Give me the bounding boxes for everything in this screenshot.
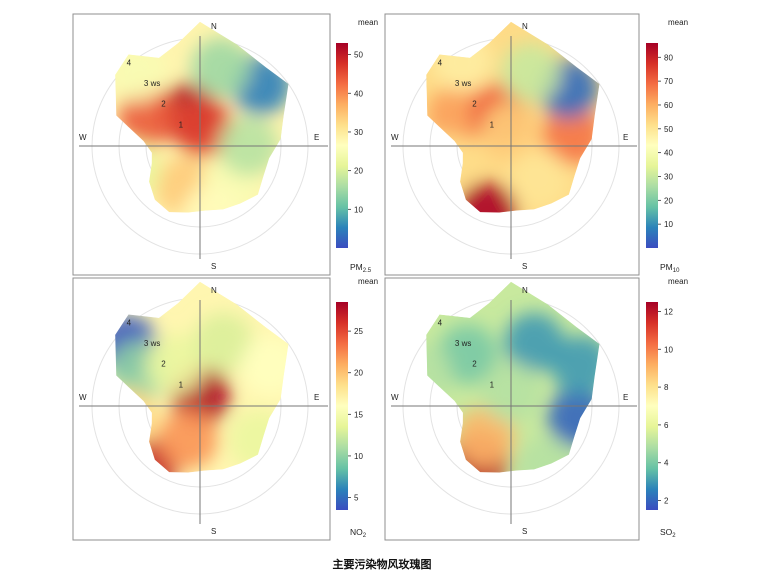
legend-tick-label: 10 <box>664 345 673 354</box>
legend-tick-label: 70 <box>664 77 673 86</box>
direction-label-west: W <box>391 393 399 402</box>
panel-no2: N E S W 1 2 3 ws 4 mean 5 10 15 20 25 NO2 <box>72 277 378 541</box>
pollutant-label: SO2 <box>660 527 676 539</box>
pollutant-label: NO2 <box>350 527 367 539</box>
legend-tick-label: 80 <box>664 53 673 62</box>
ring-label-2: 2 <box>472 360 477 369</box>
legend-tick-label: 20 <box>664 196 673 205</box>
legend-tick-label: 5 <box>354 494 359 503</box>
legend-tick-label: 12 <box>664 307 673 316</box>
legend-title: mean <box>668 18 688 27</box>
hotspot-7 <box>500 42 561 103</box>
pollutant-label: PM2.5 <box>350 262 372 274</box>
legend-title: mean <box>668 277 688 286</box>
ring-label-2: 2 <box>161 360 166 369</box>
ring-label-1: 1 <box>179 380 184 389</box>
ring-label-3: 3 ws <box>144 339 160 348</box>
ring-label-4: 4 <box>438 318 443 327</box>
legend-tick-label: 40 <box>664 149 673 158</box>
ring-label-1: 1 <box>490 380 495 389</box>
direction-label-west: W <box>79 133 87 142</box>
ring-label-4: 4 <box>127 58 132 67</box>
direction-label-east: E <box>314 133 319 142</box>
direction-label-north: N <box>211 22 217 31</box>
hotspot-1 <box>454 407 515 468</box>
direction-label-south: S <box>211 527 216 536</box>
legend-title: mean <box>358 18 378 27</box>
direction-label-south: S <box>522 262 527 271</box>
legend-tick-label: 10 <box>354 452 363 461</box>
direction-label-west: W <box>79 393 87 402</box>
colorbar: mean 10 20 30 40 50 <box>336 18 378 248</box>
legend-tick-label: 2 <box>664 497 669 506</box>
direction-label-east: E <box>623 393 628 402</box>
legend-tick-label: 20 <box>354 167 363 176</box>
hotspot-2 <box>173 97 234 158</box>
ring-label-1: 1 <box>490 120 495 129</box>
direction-label-north: N <box>522 22 528 31</box>
hotspot-6 <box>193 312 254 373</box>
legend-tick-label: 25 <box>354 327 363 336</box>
hotspot-10 <box>182 185 243 213</box>
concentration-field <box>115 21 289 213</box>
hotspot-7 <box>190 37 251 98</box>
legend-tick-label: 30 <box>664 172 673 181</box>
direction-label-west: W <box>391 133 399 142</box>
legend-tick-label: 50 <box>664 125 673 134</box>
colorbar: mean 10 20 30 40 50 60 70 80 <box>646 18 688 248</box>
ring-label-3: 3 ws <box>144 79 160 88</box>
legend-tick-label: 50 <box>354 51 363 60</box>
hotspot-2 <box>157 408 218 469</box>
hotspot-5 <box>145 333 206 394</box>
concentration-field <box>426 281 600 473</box>
colorbar-gradient <box>646 302 658 510</box>
direction-label-north: N <box>522 286 528 295</box>
colorbar: mean 5 10 15 20 25 <box>336 277 378 510</box>
panel-pm25: N E S W 1 2 3 ws 4 mean 10 20 30 40 50 PM2.5 <box>72 13 378 276</box>
direction-label-east: E <box>623 133 628 142</box>
ring-label-4: 4 <box>438 58 443 67</box>
legend-tick-label: 10 <box>354 205 363 214</box>
legend-tick-label: 40 <box>354 89 363 98</box>
colorbar-gradient <box>336 302 348 510</box>
ring-label-2: 2 <box>161 100 166 109</box>
ring-label-3: 3 ws <box>455 79 471 88</box>
legend-tick-label: 15 <box>354 410 363 419</box>
hotspot-3 <box>504 312 565 373</box>
hotspot-5 <box>437 324 498 385</box>
ring-label-4: 4 <box>127 318 132 327</box>
legend-tick-label: 4 <box>664 459 669 468</box>
legend-tick-label: 10 <box>664 220 673 229</box>
legend-tick-label: 20 <box>354 369 363 378</box>
direction-label-south: S <box>211 262 216 271</box>
direction-label-east: E <box>314 393 319 402</box>
colorbar: mean 2 4 6 8 10 12 <box>646 277 688 510</box>
colorbar-gradient <box>336 43 348 248</box>
direction-label-south: S <box>522 527 527 536</box>
hotspot-1 <box>118 86 179 147</box>
direction-label-north: N <box>211 286 217 295</box>
hotspot-5 <box>508 149 569 210</box>
legend-tick-label: 8 <box>664 383 669 392</box>
legend-title: mean <box>358 277 378 286</box>
ring-label-2: 2 <box>472 100 477 109</box>
legend-tick-label: 30 <box>354 128 363 137</box>
colorbar-gradient <box>646 43 658 248</box>
legend-tick-label: 6 <box>664 421 669 430</box>
figure-caption: 主要污染物风玫瑰图 <box>332 558 432 571</box>
ring-label-1: 1 <box>179 120 184 129</box>
ring-label-3: 3 ws <box>455 339 471 348</box>
hotspot-0 <box>456 181 517 213</box>
pollutant-label: PM10 <box>660 262 680 274</box>
legend-tick-label: 60 <box>664 101 673 110</box>
panel-pm10: N E S W 1 2 3 ws 4 mean 10 20 30 40 50 60 70 80 PM10 <box>384 13 688 276</box>
